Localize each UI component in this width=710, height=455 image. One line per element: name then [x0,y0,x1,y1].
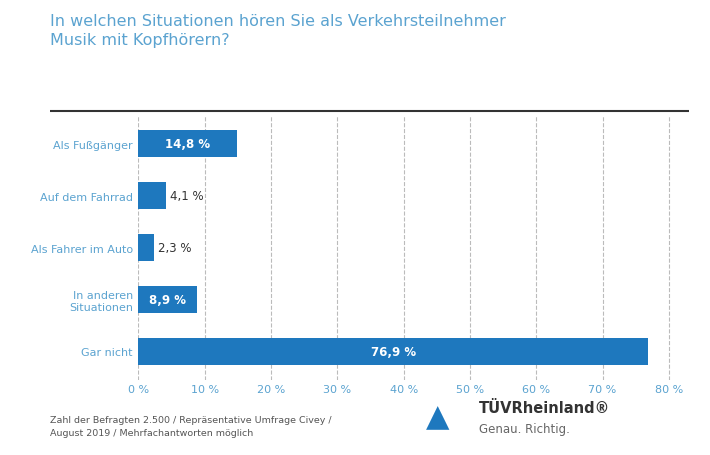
Bar [138,183,165,210]
Text: TÜVRheinland®: TÜVRheinland® [479,400,611,415]
Bar [138,338,648,365]
Bar [138,131,236,158]
Bar [138,234,153,262]
Text: 4,1 %: 4,1 % [170,190,204,203]
Bar [138,286,197,313]
Text: 76,9 %: 76,9 % [371,345,416,358]
Text: Genau. Richtig.: Genau. Richtig. [479,422,570,435]
Text: 8,9 %: 8,9 % [149,293,187,306]
Text: Zahl der Befragten 2.500 / Repräsentative Umfrage Civey /
August 2019 / Mehrfach: Zahl der Befragten 2.500 / Repräsentativ… [50,415,332,437]
Text: 2,3 %: 2,3 % [158,242,192,254]
Text: 14,8 %: 14,8 % [165,138,210,151]
Text: ▲: ▲ [426,402,449,431]
Text: In welchen Situationen hören Sie als Verkehrsteilnehmer
Musik mit Kopfhörern?: In welchen Situationen hören Sie als Ver… [50,14,506,48]
